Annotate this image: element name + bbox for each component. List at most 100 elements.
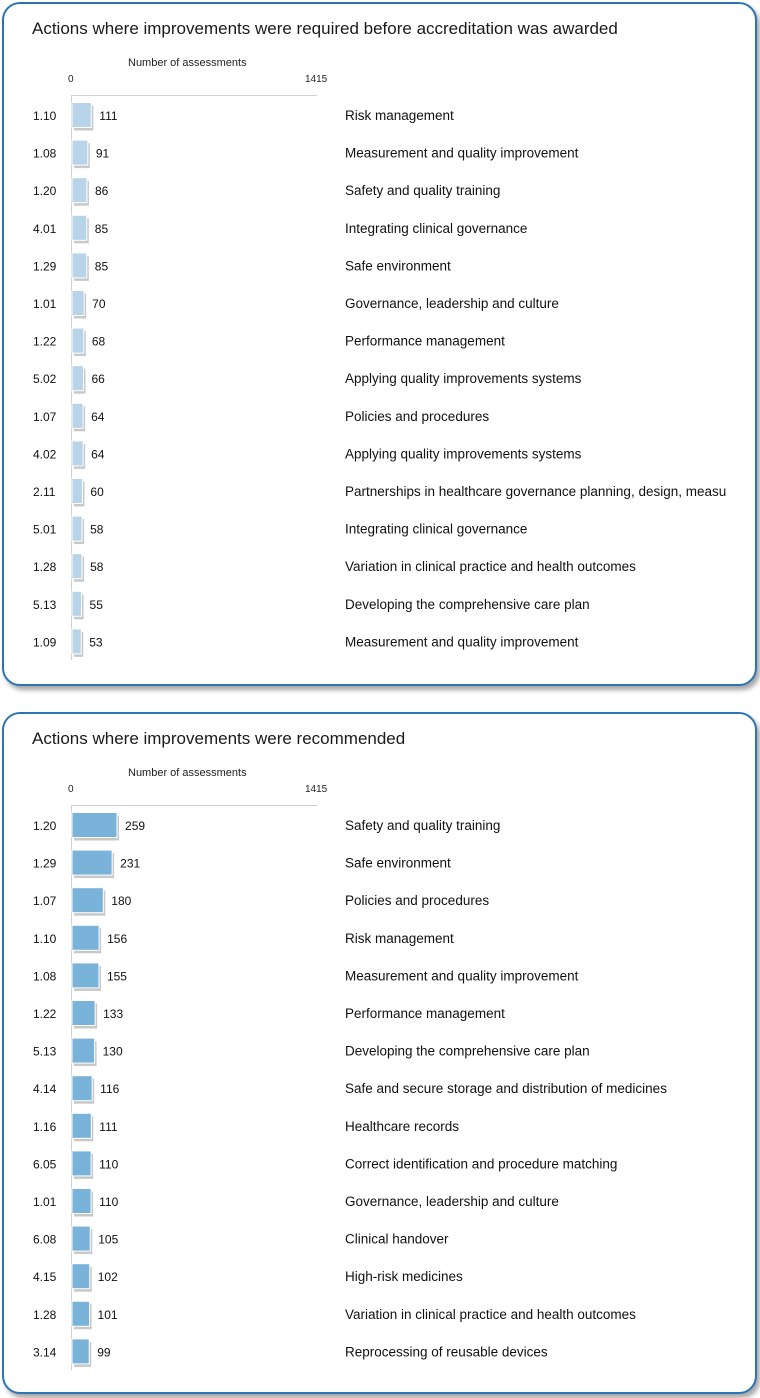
category-label: Reprocessing of reusable devices	[345, 1344, 548, 1359]
data-label: 58	[90, 523, 104, 537]
data-label: 68	[92, 335, 106, 349]
data-label: 91	[96, 147, 110, 161]
category-label: Risk management	[345, 108, 454, 123]
data-label: 64	[91, 447, 105, 461]
category-label: Applying quality improvements systems	[345, 371, 582, 386]
category-label: Healthcare records	[345, 1119, 459, 1134]
data-label: 86	[95, 184, 109, 198]
bar	[71, 1300, 91, 1327]
category-label: Measurement and quality improvement	[345, 146, 579, 161]
bar	[71, 327, 85, 354]
bar	[71, 590, 83, 617]
category-label: Measurement and quality improvement	[345, 634, 579, 649]
bar	[71, 1188, 92, 1214]
bar	[71, 139, 89, 166]
x-axis-label: Number of assessments	[128, 57, 247, 69]
category-code: 4.15	[33, 1270, 57, 1284]
bar	[71, 1000, 96, 1026]
data-label: 110	[99, 1157, 118, 1171]
category-code: 1.22	[33, 1007, 57, 1021]
bar	[71, 812, 118, 838]
chart-recommended: Number of assessments 0 1415 259 1.20 Safety …	[4, 714, 755, 1392]
category-label: Performance management	[345, 334, 505, 349]
category-code: 4.01	[33, 222, 57, 236]
bar	[71, 1338, 90, 1365]
category-code: 1.07	[33, 410, 57, 424]
bar	[71, 1037, 96, 1064]
category-code: 3.14	[33, 1345, 57, 1359]
category-label: High-risk medicines	[345, 1269, 463, 1284]
bar	[71, 402, 84, 429]
category-label: Performance management	[345, 1006, 505, 1021]
category-code: 5.13	[33, 598, 57, 612]
category-label: Correct identification and procedure mat…	[345, 1156, 617, 1171]
category-code: 1.10	[33, 109, 57, 123]
category-code: 1.10	[33, 932, 57, 946]
category-code: 1.22	[33, 335, 57, 349]
data-label: 111	[99, 109, 118, 123]
data-label: 155	[107, 969, 127, 983]
bar	[71, 887, 104, 914]
category-label: Integrating clinical governance	[345, 221, 527, 236]
data-label: 55	[90, 598, 104, 612]
data-label: 180	[111, 894, 131, 908]
category-label: Variation in clinical practice and healt…	[345, 1307, 636, 1322]
bar	[71, 962, 100, 989]
category-label: Risk management	[345, 931, 454, 946]
data-label: 85	[95, 222, 109, 236]
chart-svg: Number of assessments 0 1415 111 1.10 Risk ma…	[33, 57, 726, 660]
bar	[71, 177, 88, 204]
bar	[71, 290, 85, 316]
category-code: 1.09	[33, 635, 57, 649]
bar	[71, 1150, 92, 1177]
category-code: 6.08	[33, 1233, 57, 1247]
category-code: 1.20	[33, 184, 57, 198]
bar	[71, 214, 88, 241]
chart-title: Actions where improvements were recommen…	[32, 729, 406, 748]
bar	[71, 440, 84, 467]
category-code: 1.28	[33, 560, 57, 574]
chart-svg: Number of assessments 0 1415 259 1.20 Safety …	[33, 767, 667, 1370]
category-label: Safe and secure storage and distribution…	[345, 1081, 667, 1096]
category-label: Safe environment	[345, 856, 451, 871]
bar	[71, 924, 100, 951]
category-label: Developing the comprehensive care plan	[345, 597, 590, 612]
chart-required: Number of assessments 0 1415 111 1.10 Risk ma…	[4, 4, 755, 684]
data-label: 64	[91, 410, 105, 424]
data-label: 99	[97, 1345, 111, 1359]
category-code: 4.02	[33, 447, 57, 461]
category-code: 6.05	[33, 1157, 57, 1171]
category-label: Developing the comprehensive care plan	[345, 1044, 590, 1059]
category-label: Policies and procedures	[345, 409, 489, 424]
category-label: Measurement and quality improvement	[345, 968, 579, 983]
category-code: 1.28	[33, 1308, 57, 1322]
data-label: 53	[89, 635, 103, 649]
data-label: 111	[99, 1120, 118, 1134]
category-label: Governance, leadership and culture	[345, 1194, 559, 1209]
category-code: 4.14	[33, 1082, 57, 1096]
category-label: Clinical handover	[345, 1232, 449, 1247]
data-label: 231	[120, 857, 140, 871]
x-tick-label: 0	[68, 74, 74, 85]
category-code: 1.16	[33, 1120, 57, 1134]
data-label: 101	[98, 1308, 118, 1322]
chart-title: Actions where improvements were required…	[32, 19, 618, 38]
category-code: 5.01	[33, 523, 57, 537]
data-label: 259	[125, 819, 145, 833]
bar	[71, 553, 83, 580]
category-code: 1.01	[33, 297, 57, 311]
x-axis-label: Number of assessments	[128, 767, 247, 779]
category-code: 1.20	[33, 819, 57, 833]
category-label: Variation in clinical practice and healt…	[345, 559, 636, 574]
data-label: 110	[99, 1195, 118, 1209]
category-label: Safe environment	[345, 258, 451, 273]
data-label: 130	[103, 1045, 123, 1059]
category-label: Policies and procedures	[345, 893, 489, 908]
bar	[71, 849, 113, 876]
bar	[71, 1075, 93, 1102]
category-code: 1.29	[33, 259, 57, 273]
category-label: Partnerships in healthcare governance pl…	[345, 484, 726, 499]
data-label: 85	[95, 259, 109, 273]
bar	[71, 628, 82, 655]
bar	[71, 365, 84, 392]
